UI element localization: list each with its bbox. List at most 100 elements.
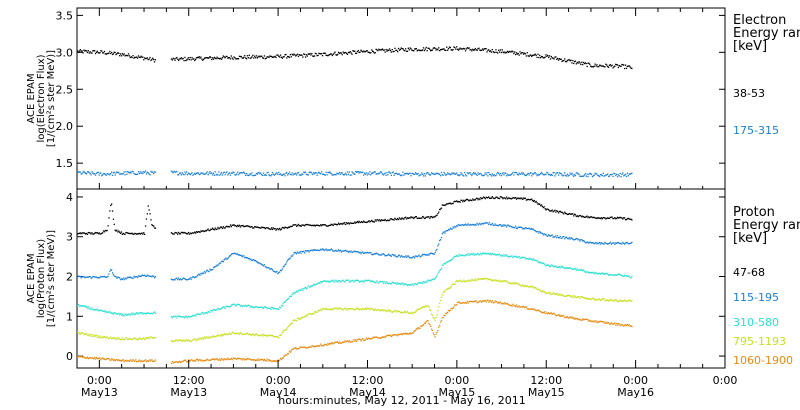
data-point	[540, 261, 542, 264]
data-point	[280, 269, 283, 272]
data-point	[339, 173, 342, 175]
data-point	[417, 49, 419, 51]
data-point	[313, 55, 316, 57]
data-point	[543, 206, 545, 208]
data-point	[261, 55, 263, 57]
data-point	[405, 256, 408, 259]
data-point	[144, 170, 147, 172]
data-point	[124, 313, 126, 315]
data-point	[290, 174, 292, 176]
data-point	[215, 309, 217, 311]
data-point	[209, 229, 211, 232]
data-point	[610, 174, 612, 176]
data-point	[306, 315, 308, 317]
data-point	[447, 203, 450, 205]
data-point	[82, 332, 84, 335]
data-point	[444, 173, 446, 175]
data-point	[496, 51, 498, 53]
data-point	[234, 225, 236, 227]
data-point	[392, 282, 394, 284]
data-point	[593, 299, 595, 301]
data-point	[580, 319, 582, 321]
data-point	[108, 337, 110, 339]
data-point	[499, 196, 502, 198]
data-point	[193, 232, 195, 234]
data-point	[183, 60, 185, 62]
data-point	[289, 225, 291, 228]
data-point	[599, 298, 601, 300]
data-point	[615, 218, 617, 220]
data-point	[429, 279, 431, 281]
data-point	[497, 171, 499, 174]
data-point	[222, 261, 224, 263]
data-point	[273, 56, 275, 58]
data-point	[619, 299, 621, 301]
data-point	[570, 317, 572, 319]
data-point	[414, 216, 416, 219]
data-point	[209, 311, 211, 313]
data-point	[113, 171, 115, 173]
data-point	[521, 172, 523, 174]
data-point	[130, 276, 132, 279]
data-point	[434, 173, 436, 176]
data-point	[401, 255, 403, 257]
data-point	[436, 172, 438, 174]
data-point	[446, 312, 448, 314]
data-point	[531, 54, 534, 57]
data-point	[414, 172, 417, 174]
data-point	[212, 227, 214, 229]
data-point	[311, 345, 313, 347]
data-point	[117, 52, 119, 54]
data-point	[253, 334, 255, 336]
data-point	[517, 52, 519, 55]
data-point	[501, 224, 503, 226]
data-point	[140, 172, 142, 174]
data-point	[509, 197, 511, 200]
data-point	[618, 175, 620, 177]
data-point	[377, 50, 379, 52]
data-point	[473, 172, 475, 174]
data-point	[355, 251, 358, 253]
data-point	[246, 305, 249, 307]
data-point	[430, 279, 433, 281]
data-point	[371, 172, 373, 174]
data-point	[273, 270, 275, 273]
data-point	[201, 273, 203, 275]
data-point	[485, 253, 487, 255]
data-point	[454, 225, 456, 228]
data-point	[98, 174, 100, 176]
data-point	[561, 294, 563, 297]
data-point	[77, 170, 79, 172]
data-point	[484, 277, 486, 279]
data-point	[442, 316, 444, 318]
data-point	[402, 171, 404, 173]
data-point	[506, 280, 508, 282]
data-point	[371, 280, 373, 282]
data-point	[243, 225, 245, 228]
data-point	[410, 333, 412, 335]
data-point	[596, 272, 598, 274]
data-point	[451, 202, 453, 205]
data-point	[601, 272, 603, 274]
data-point	[205, 359, 207, 361]
data-point	[316, 224, 318, 226]
data-point	[94, 334, 96, 336]
data-point	[579, 62, 581, 64]
data-point	[340, 308, 342, 310]
data-point	[336, 250, 338, 252]
data-point	[537, 173, 539, 176]
data-point	[118, 359, 120, 361]
data-point	[189, 340, 191, 343]
data-point	[459, 47, 461, 49]
data-point	[514, 51, 516, 53]
data-point	[548, 55, 551, 57]
data-point	[102, 275, 105, 278]
data-point	[432, 332, 434, 334]
data-point	[384, 336, 386, 338]
data-point	[605, 299, 607, 302]
data-point	[505, 224, 507, 226]
data-point	[582, 319, 585, 321]
data-point	[463, 224, 465, 227]
data-point	[507, 51, 510, 53]
data-point	[497, 280, 499, 282]
